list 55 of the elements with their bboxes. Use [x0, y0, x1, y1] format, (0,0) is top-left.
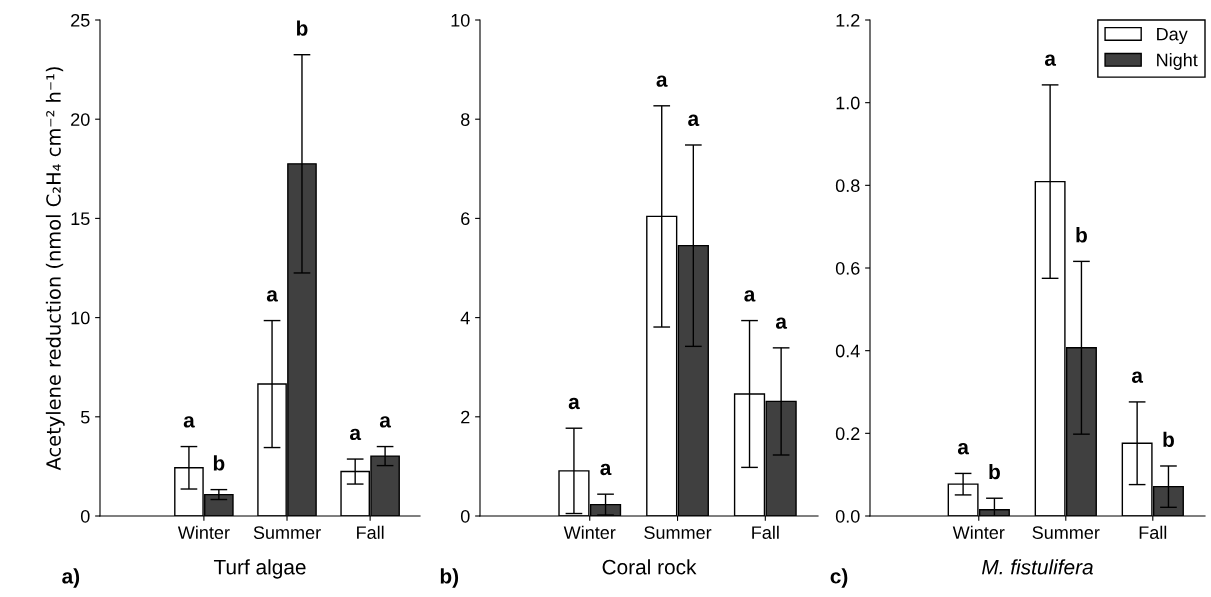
- x-axis-title: Coral rock: [602, 559, 697, 575]
- y-tick-label: 4: [460, 311, 470, 325]
- y-tick-label: 0.4: [835, 344, 860, 358]
- x-tick-label: Winter: [952, 525, 1005, 539]
- x-tick-label: Fall: [1139, 525, 1167, 539]
- annotation: b: [1076, 227, 1087, 243]
- annotation: b: [1163, 431, 1174, 447]
- y-tick-label: 0.6: [835, 261, 860, 275]
- x-tick-label: Winter: [563, 525, 616, 539]
- text: b): [440, 568, 459, 588]
- y-tick-label: 0.8: [835, 179, 860, 193]
- x-tick-label: Summer: [644, 526, 712, 539]
- y-axis-title: Acetylene reduction (nmol C₂H₄ cm⁻² h⁻¹): [45, 67, 65, 471]
- text: a): [62, 568, 80, 588]
- annotation: a: [600, 463, 612, 476]
- annotation: a: [1131, 371, 1144, 383]
- y-tick-label: 0.2: [835, 427, 860, 441]
- annotation: a: [744, 290, 756, 302]
- annotation: a: [957, 443, 970, 455]
- x-tick-label: Summer: [253, 526, 321, 539]
- annotation: a: [656, 75, 668, 87]
- y-tick-label: 0: [460, 509, 470, 523]
- x-tick-label: Fall: [357, 525, 384, 539]
- y-tick-label: 1.2: [836, 13, 860, 27]
- y-tick-label: 1.0: [836, 96, 860, 110]
- x-tick-label: Summer: [1032, 526, 1100, 539]
- annotation: a: [183, 416, 195, 428]
- annotation: a: [349, 428, 362, 441]
- text: c): [830, 568, 848, 588]
- y-tick-label: 20: [71, 113, 90, 126]
- annotation: a: [688, 114, 700, 126]
- y-tick-label: 0: [80, 509, 90, 523]
- annotation: a: [266, 290, 278, 302]
- annotation: b: [989, 463, 1000, 480]
- y-tick-label: 10: [71, 311, 90, 325]
- x-axis-title: Turf algae: [213, 559, 306, 579]
- y-tick-label: 25: [71, 13, 90, 27]
- annotation: a: [775, 317, 788, 329]
- y-tick-label: 15: [71, 212, 90, 226]
- annotation: b: [296, 20, 308, 36]
- legend-label: Day: [1157, 27, 1188, 45]
- annotation: a: [1044, 54, 1057, 66]
- annotation: a: [568, 397, 580, 410]
- legend-label: Night: [1157, 53, 1198, 70]
- y-tick-label: 10: [451, 13, 470, 27]
- y-tick-label: 2: [461, 410, 470, 424]
- annotation: b: [213, 455, 225, 471]
- x-tick-label: Fall: [752, 525, 779, 539]
- x-axis-title: M. fistulifera: [982, 559, 1093, 575]
- y-tick-label: 0.0: [835, 509, 860, 523]
- y-tick-label: 6: [461, 212, 470, 226]
- annotation: a: [379, 416, 392, 428]
- y-tick-label: 5: [80, 410, 90, 424]
- y-tick-label: 8: [461, 113, 470, 126]
- x-tick-label: Winter: [177, 525, 230, 539]
